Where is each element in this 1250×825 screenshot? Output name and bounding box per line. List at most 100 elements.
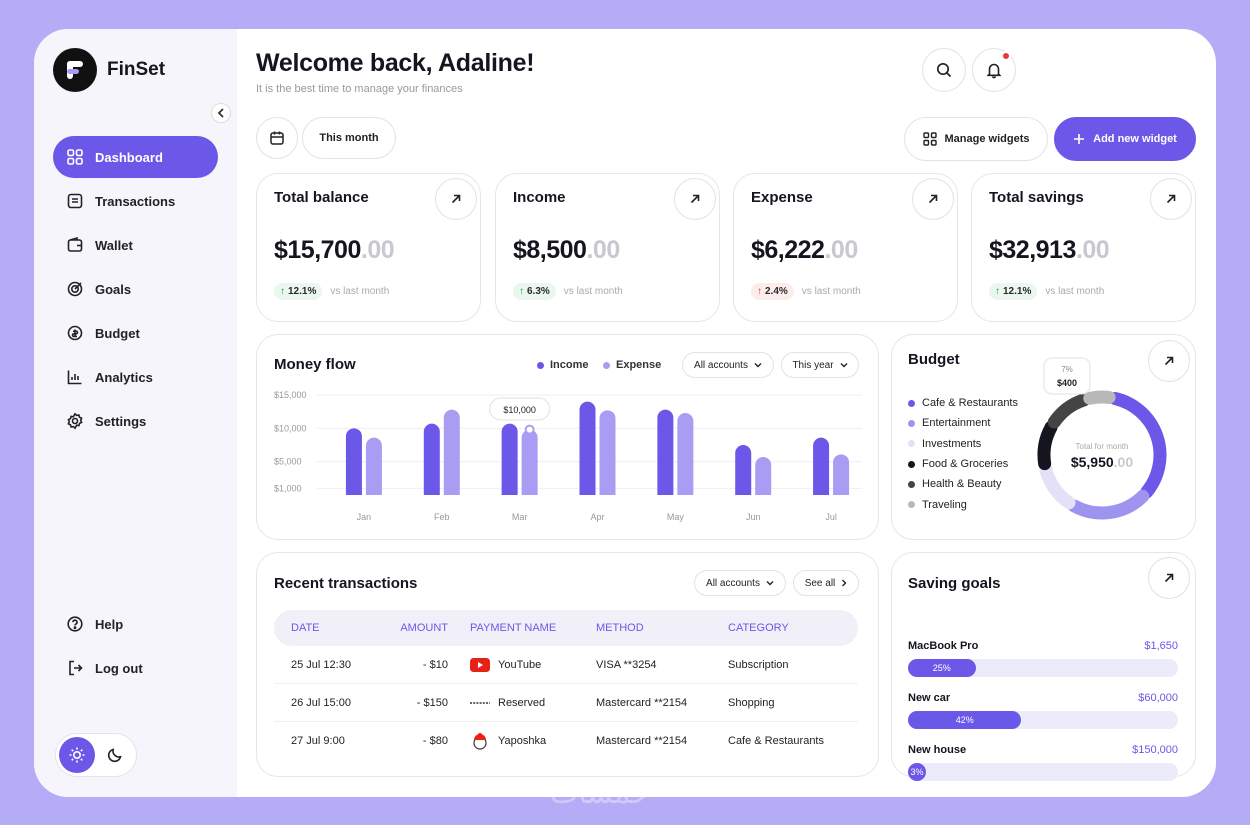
money-flow-chart: $15,000 $10,000 $5,000 $1,000 Jan Feb Mar $10,0… xyxy=(274,390,862,522)
donut-slice[interactable] xyxy=(1067,489,1150,520)
bar-expense[interactable] xyxy=(677,413,694,495)
x-tick-label: May xyxy=(667,512,685,522)
goal-progress-label: 3% xyxy=(910,767,924,777)
gear-icon xyxy=(65,411,85,431)
sidebar-item-budget[interactable]: Budget xyxy=(53,312,218,354)
column-date[interactable]: DATE xyxy=(291,622,320,634)
column-amount[interactable]: AMOUNT xyxy=(400,622,448,634)
period-selector[interactable]: This month xyxy=(302,117,396,159)
column-method[interactable]: METHOD xyxy=(596,622,644,634)
table-row[interactable]: 26 Jul 15:00 - $150 Reserved Mastercard … xyxy=(274,684,858,722)
donut-slice[interactable] xyxy=(1039,463,1076,510)
budget-open-button[interactable] xyxy=(1148,340,1190,382)
sidebar-item-logout[interactable]: Log out xyxy=(53,647,218,689)
notifications-button[interactable] xyxy=(972,48,1016,92)
donut-slice[interactable] xyxy=(1047,393,1091,429)
bar-expense[interactable] xyxy=(521,429,538,495)
bar-base xyxy=(501,487,518,495)
stat-value: $8,500.00 xyxy=(513,236,620,265)
bar-income[interactable] xyxy=(813,437,830,495)
bar-expense[interactable] xyxy=(365,437,382,495)
dark-mode-button[interactable] xyxy=(98,737,134,773)
manage-widgets-button[interactable]: Manage widgets xyxy=(904,117,1048,161)
notification-badge xyxy=(1001,51,1011,61)
row-payment-name: YouTube xyxy=(498,658,542,671)
sidebar-item-settings[interactable]: Settings xyxy=(53,400,218,442)
stat-open-button[interactable] xyxy=(674,178,716,220)
change-comparison: vs last month xyxy=(801,286,861,297)
see-all-label: See all xyxy=(804,577,836,589)
bar-base xyxy=(521,487,538,495)
year-filter[interactable]: This year xyxy=(781,352,859,378)
table-row[interactable]: 27 Jul 9:00 - $80 Yaposhka Mastercard **… xyxy=(274,722,858,760)
column-payment-name[interactable]: PAYMENT NAME xyxy=(470,622,557,634)
calendar-button[interactable] xyxy=(256,117,298,159)
period-label: This month xyxy=(319,132,379,144)
goal-progress-track: 42% xyxy=(908,711,1178,729)
stat-open-button[interactable] xyxy=(435,178,477,220)
light-mode-button[interactable] xyxy=(59,737,95,773)
legend-dot xyxy=(908,399,915,407)
moon-icon xyxy=(108,748,122,763)
bar-income[interactable] xyxy=(345,428,362,495)
sidebar-item-goals[interactable]: Goals xyxy=(53,268,218,310)
y-tick-label: $15,000 xyxy=(274,390,307,400)
donut-slice[interactable] xyxy=(1083,390,1116,405)
page-title: Welcome back, Adaline! xyxy=(256,49,535,77)
saving-goal[interactable]: MacBook Pro $1,650 25% xyxy=(908,640,1178,677)
legend-dot xyxy=(908,501,915,509)
bar-income[interactable] xyxy=(579,401,596,495)
row-date: 25 Jul 12:30 xyxy=(291,658,351,671)
sidebar-item-label: Help xyxy=(95,616,124,632)
bar-income[interactable] xyxy=(501,423,518,495)
sidebar-item-transactions[interactable]: Transactions xyxy=(53,180,218,222)
stat-open-button[interactable] xyxy=(1150,178,1192,220)
sidebar-bottom-nav: Help Log out xyxy=(53,603,218,691)
bar-base xyxy=(365,487,382,495)
stat-card: Income $8,500.00 ↑ 6.3% vs last month xyxy=(495,173,720,322)
arrow-up-right-icon xyxy=(1164,356,1174,366)
receipt-icon xyxy=(65,191,85,211)
sidebar-item-wallet[interactable]: Wallet xyxy=(53,224,218,266)
bar-expense[interactable] xyxy=(599,410,616,495)
stat-open-button[interactable] xyxy=(912,178,954,220)
row-method: Mastercard **2154 xyxy=(596,696,688,709)
collapse-sidebar-button[interactable] xyxy=(211,103,231,123)
change-comparison: vs last month xyxy=(563,286,623,297)
column-category[interactable]: CATEGORY xyxy=(728,622,789,634)
accounts-filter[interactable]: All accounts xyxy=(682,352,774,378)
donut-slice[interactable] xyxy=(1108,391,1167,499)
app-logo[interactable]: FinSet xyxy=(53,48,165,92)
sidebar-item-analytics[interactable]: Analytics xyxy=(53,356,218,398)
arrow-up-right-icon xyxy=(451,194,461,204)
saving-goal[interactable]: New house $150,000 3% xyxy=(908,744,1178,781)
bar-expense[interactable] xyxy=(755,457,772,495)
sidebar-item-help[interactable]: Help xyxy=(53,603,218,645)
bar-expense[interactable] xyxy=(833,454,850,495)
arrow-up-right-icon xyxy=(928,194,938,204)
chart-tooltip: $10,000 xyxy=(489,397,551,421)
saving-goals-card: Saving goals MacBook Pro $1,650 25% New c… xyxy=(891,552,1196,781)
bar-expense[interactable] xyxy=(443,409,460,495)
stat-change: ↑ 12.1% vs last month xyxy=(989,283,1104,300)
bar-income[interactable] xyxy=(735,445,752,495)
sidebar-item-label: Transactions xyxy=(95,193,176,209)
saving-goals-open-button[interactable] xyxy=(1148,557,1190,599)
transactions-card: Recent transactions All accounts See all… xyxy=(256,552,879,777)
x-tick-label: Feb xyxy=(434,512,450,522)
saving-goal[interactable]: New car $60,000 42% xyxy=(908,692,1178,729)
see-all-button[interactable]: See all xyxy=(793,570,859,596)
target-icon xyxy=(65,279,85,299)
bar-income[interactable] xyxy=(423,423,440,495)
add-widget-button[interactable]: Add new widget xyxy=(1054,117,1196,161)
x-tick-label: Jan xyxy=(357,512,372,522)
search-button[interactable] xyxy=(922,48,966,92)
table-row[interactable]: 25 Jul 12:30 - $10 YouTube VISA **3254 S… xyxy=(274,646,858,684)
donut-slice[interactable] xyxy=(1037,420,1058,471)
transactions-accounts-filter[interactable]: All accounts xyxy=(694,570,786,596)
sidebar-item-dashboard[interactable]: Dashboard xyxy=(53,136,218,178)
change-value: 12.1% xyxy=(288,286,317,297)
change-comparison: vs last month xyxy=(330,286,390,297)
bar-income[interactable] xyxy=(657,409,674,495)
goal-progress-fill: 25% xyxy=(908,659,976,677)
